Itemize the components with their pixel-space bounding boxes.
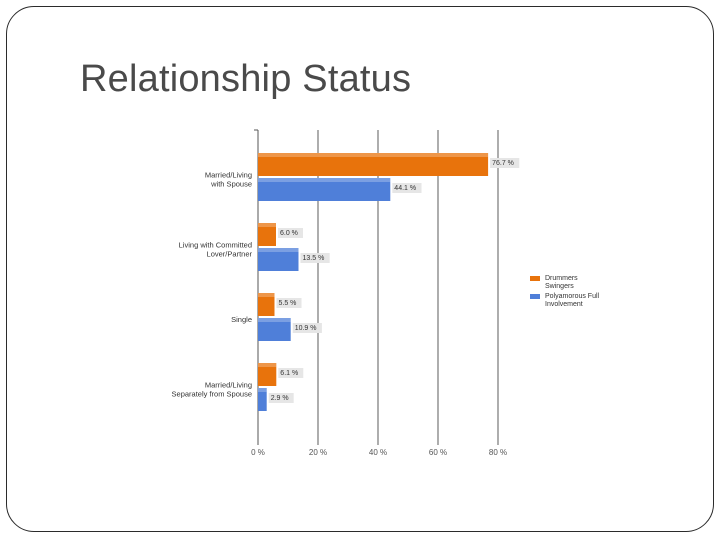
data-label: 76.7 % (492, 160, 514, 167)
data-label: 6.1 % (280, 370, 298, 377)
bar-series-1 (258, 223, 276, 246)
bar-series-2 (258, 248, 299, 271)
bar-highlight (258, 318, 291, 322)
x-tick-label: 0 % (251, 448, 265, 457)
data-label: 13.5 % (303, 255, 325, 262)
legend-swatch (530, 276, 540, 281)
data-label-box (278, 368, 304, 378)
data-label: 44.1 % (394, 185, 416, 192)
legend-swatch (530, 294, 540, 299)
x-tick-label: 60 % (429, 448, 447, 457)
x-tick-label: 20 % (309, 448, 327, 457)
data-label-box (276, 298, 302, 308)
axis-layer: 0 % 20 % 40 % 60 % 80 % (251, 129, 507, 457)
category-label: Living with Committed (179, 241, 252, 250)
legend-label: Drummers (545, 275, 578, 282)
grid-layer (257, 130, 499, 445)
data-label-box (268, 393, 294, 403)
legend-label: Polyamorous Full (545, 293, 600, 300)
data-label: 2.9 % (271, 395, 289, 402)
legend-label: Involvement (545, 301, 583, 308)
data-label: 6.0 % (280, 230, 298, 237)
data-label-box (278, 228, 303, 238)
bar-series-2 (258, 388, 267, 411)
slide-title: Relationship Status (80, 58, 412, 100)
category-label: Married/Living (205, 381, 252, 390)
category-label: with Spouse (210, 180, 252, 189)
bar-series-1 (258, 293, 275, 316)
legend-label: Swingers (545, 283, 574, 290)
category-label: Lover/Partner (207, 250, 253, 259)
bar-series-1 (258, 153, 489, 176)
x-tick-label: 80 % (489, 448, 507, 457)
bar-highlight (258, 223, 276, 227)
x-tick-label: 40 % (369, 448, 387, 457)
bar-highlight (258, 178, 391, 182)
category-label: Separately from Spouse (172, 390, 252, 399)
bar-highlight (258, 293, 275, 297)
bar-series-2 (258, 318, 291, 341)
data-label: 5.5 % (279, 300, 297, 307)
bar-layer (258, 153, 489, 411)
category-label: Single (231, 315, 252, 324)
data-label: 10.9 % (295, 325, 317, 332)
bar-series-1 (258, 363, 277, 386)
data-label-box (490, 158, 520, 168)
bar-highlight (258, 153, 489, 157)
category-label: Married/Living (205, 171, 252, 180)
bar-highlight (258, 388, 267, 392)
bar-highlight (258, 248, 299, 252)
bar-series-2 (258, 178, 391, 201)
data-label-box (292, 323, 322, 333)
data-label-box (300, 253, 330, 263)
data-label-box (392, 183, 422, 193)
bar-highlight (258, 363, 277, 367)
